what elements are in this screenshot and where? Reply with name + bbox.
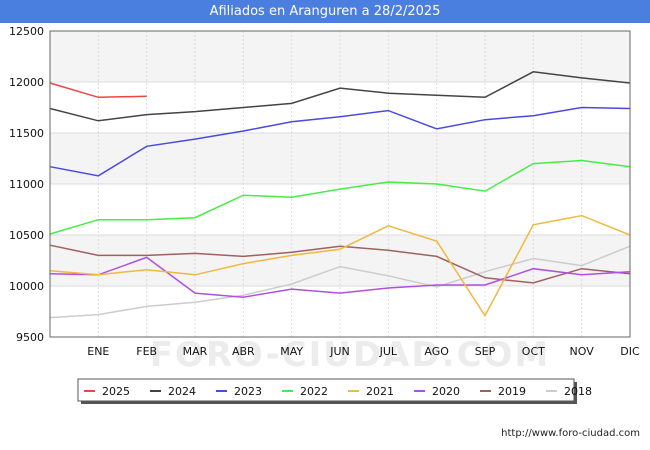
x-tick-label: JUL xyxy=(379,345,398,358)
legend-box xyxy=(77,378,575,402)
y-tick-label: 10000 xyxy=(9,280,44,293)
series-lines xyxy=(49,71,631,319)
plot-frame xyxy=(49,30,631,338)
legend-label-2024[interactable]: 2024 xyxy=(168,385,196,398)
legend-label-2019[interactable]: 2019 xyxy=(498,385,526,398)
series-line-2025 xyxy=(49,82,147,99)
y-axis-ticks: 9500 10000 10500 11000 11500 12000 12500 xyxy=(9,25,44,344)
series-line-2019 xyxy=(49,244,631,284)
x-tick-label: ABR xyxy=(232,345,255,358)
y-tick-label: 12500 xyxy=(9,25,44,38)
footer-url[interactable]: http://www.foro-ciudad.com xyxy=(501,428,640,439)
series-line-2024 xyxy=(49,71,631,122)
chart-title-bar: Afiliados en Aranguren a 28/2/2025 xyxy=(0,0,650,23)
chart-title: Afiliados en Aranguren a 28/2/2025 xyxy=(209,4,441,19)
x-tick-label: SEP xyxy=(475,345,496,358)
y-tick-label: 9500 xyxy=(16,331,44,344)
y-tick-label: 10500 xyxy=(9,229,44,242)
x-tick-label: NOV xyxy=(570,345,595,358)
x-axis-ticks: ENE FEB MAR ABR MAY JUN JUL AGO SEP OCT NOV DIC xyxy=(87,345,640,358)
series-line-2021 xyxy=(49,214,631,318)
y-tick-label: 12000 xyxy=(9,76,44,89)
x-tick-label: AGO xyxy=(424,345,449,358)
watermark-text: FORO-CIUDAD.COM xyxy=(150,335,551,375)
series-line-2022 xyxy=(49,159,631,235)
x-tick-label: FEB xyxy=(136,345,157,358)
legend-label-2021[interactable]: 2021 xyxy=(366,385,394,398)
series-line-2020 xyxy=(49,256,631,298)
series-line-2018 xyxy=(49,245,631,319)
series-line-2023 xyxy=(49,106,631,177)
x-tick-label: JUN xyxy=(329,345,350,358)
y-tick-label: 11000 xyxy=(9,178,44,191)
legend-label-2023[interactable]: 2023 xyxy=(234,385,262,398)
legend-label-2020[interactable]: 2020 xyxy=(432,385,460,398)
x-tick-label: MAR xyxy=(183,345,208,358)
y-tick-label: 11500 xyxy=(9,127,44,140)
legend-label-2025[interactable]: 2025 xyxy=(102,385,130,398)
legend: 2025 2024 2023 2022 2021 2020 2019 2018 xyxy=(77,378,592,404)
legend-label-2022[interactable]: 2022 xyxy=(300,385,328,398)
x-tick-label: ENE xyxy=(87,345,109,358)
x-tick-label: DIC xyxy=(620,345,640,358)
x-tick-label: MAY xyxy=(280,345,303,358)
legend-label-2018[interactable]: 2018 xyxy=(564,385,592,398)
x-tick-label: OCT xyxy=(522,345,545,358)
